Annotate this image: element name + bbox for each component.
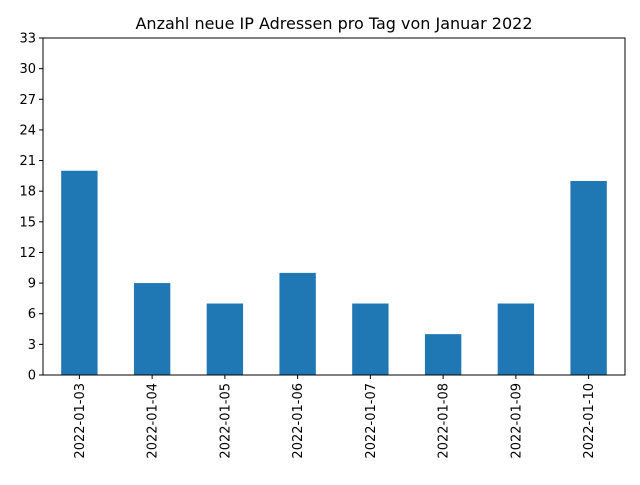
x-tick-label: 2022-01-09 [509, 383, 524, 459]
x-tick-label: 2022-01-03 [73, 383, 88, 459]
y-tick-label: 9 [28, 277, 36, 292]
x-tick-label: 2022-01-06 [291, 383, 306, 459]
plot-frame [42, 37, 626, 376]
y-tick-label: 33 [19, 32, 36, 47]
x-tick-label: 2022-01-04 [146, 383, 161, 459]
y-tick-label: 27 [19, 93, 36, 108]
bar-2022-01-08 [424, 334, 462, 375]
bar-2022-01-04 [133, 283, 171, 375]
x-tick-label: 2022-01-07 [364, 383, 379, 459]
y-tick-label: 21 [19, 154, 36, 169]
y-tick-label: 6 [28, 307, 36, 322]
bars-layer [61, 170, 607, 375]
bar-2022-01-09 [497, 303, 535, 375]
y-tick-label: 30 [19, 62, 36, 77]
x-tick-label: 2022-01-05 [218, 383, 233, 459]
bar-2022-01-06 [279, 272, 316, 375]
x-axis: 2022-01-03 2022-01-04 2022-01-05 2022-01-06… [73, 375, 597, 459]
x-tick-label: 2022-01-10 [582, 383, 597, 459]
x-tick-label: 2022-01-08 [437, 383, 452, 459]
y-tick-label: 15 [19, 215, 36, 230]
bar-2022-01-03 [61, 170, 98, 375]
y-tick-label: 3 [28, 338, 36, 353]
y-tick-label: 0 [28, 369, 36, 384]
y-tick-label: 18 [19, 185, 36, 200]
y-tick-label: 12 [19, 246, 36, 261]
y-tick-label: 24 [19, 123, 36, 138]
bar-2022-01-10 [570, 180, 607, 375]
chart-title: Anzahl neue IP Adressen pro Tag von Janu… [135, 14, 532, 33]
bar-2022-01-05 [206, 303, 244, 375]
bar-2022-01-07 [352, 303, 389, 375]
y-axis: 0 3 6 9 12 15 18 21 24 27 30 33 [19, 32, 43, 384]
